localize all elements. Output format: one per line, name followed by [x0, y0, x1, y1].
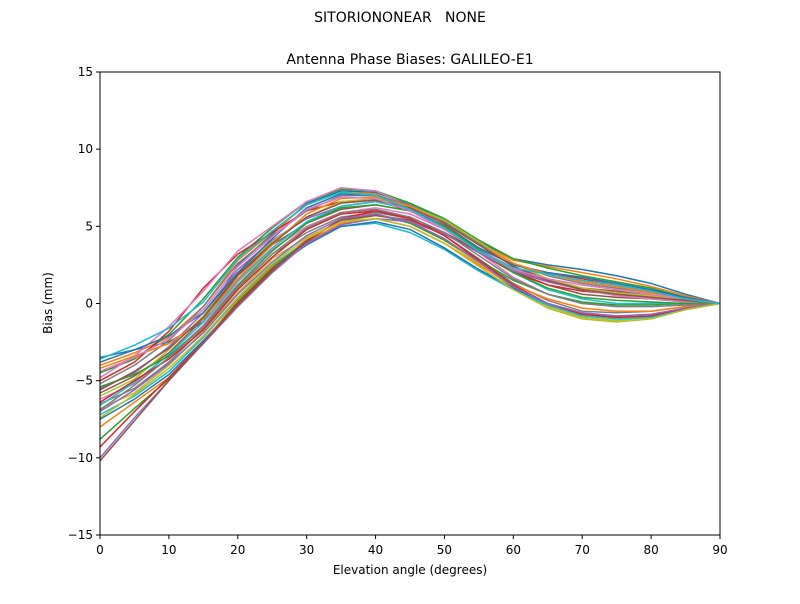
series-line-26 [99, 199, 721, 391]
y-tick-label: 15 [78, 65, 93, 79]
series-line-16 [99, 214, 721, 462]
x-tick-label: 80 [643, 543, 658, 557]
series-layer [99, 187, 721, 462]
y-tick-label: 10 [78, 142, 93, 156]
y-tick-label: −15 [68, 528, 93, 542]
x-tick-label: 90 [712, 543, 727, 557]
y-tick-label: −10 [68, 451, 93, 465]
series-line-10 [99, 222, 721, 416]
y-tick-label: 5 [85, 219, 93, 233]
x-tick-label: 20 [230, 543, 245, 557]
series-line-30 [99, 191, 721, 360]
y-tick-label: −5 [75, 374, 93, 388]
x-tick-label: 10 [161, 543, 176, 557]
y-tick-label: 0 [85, 297, 93, 311]
figure-suptitle: SITORIONONEAR NONE [314, 10, 486, 26]
x-tick-label: 40 [368, 543, 383, 557]
series-line-22 [99, 196, 721, 370]
x-tick-label: 0 [96, 543, 104, 557]
x-axis-label: Elevation angle (degrees) [333, 563, 487, 577]
series-line-8 [99, 211, 721, 405]
series-line-29 [99, 217, 721, 419]
series-line-24 [99, 210, 721, 403]
series-line-28 [99, 208, 721, 411]
chart-title: Antenna Phase Biases: GALILEO-E1 [286, 52, 533, 68]
x-tick-label: 30 [299, 543, 314, 557]
y-axis-label: Bias (mm) [41, 272, 55, 334]
axes-layer: 0 10 20 30 40 50 60 70 80 90 −15 −10 −5 0 5 10 15 [68, 65, 728, 557]
x-tick-label: 50 [437, 543, 452, 557]
x-tick-label: 70 [575, 543, 590, 557]
series-line-3 [99, 188, 721, 374]
series-line-27 [99, 196, 721, 373]
x-tick-label: 60 [506, 543, 521, 557]
series-line-17 [99, 187, 721, 379]
series-line-18 [99, 194, 721, 385]
series-line-25 [99, 213, 721, 413]
